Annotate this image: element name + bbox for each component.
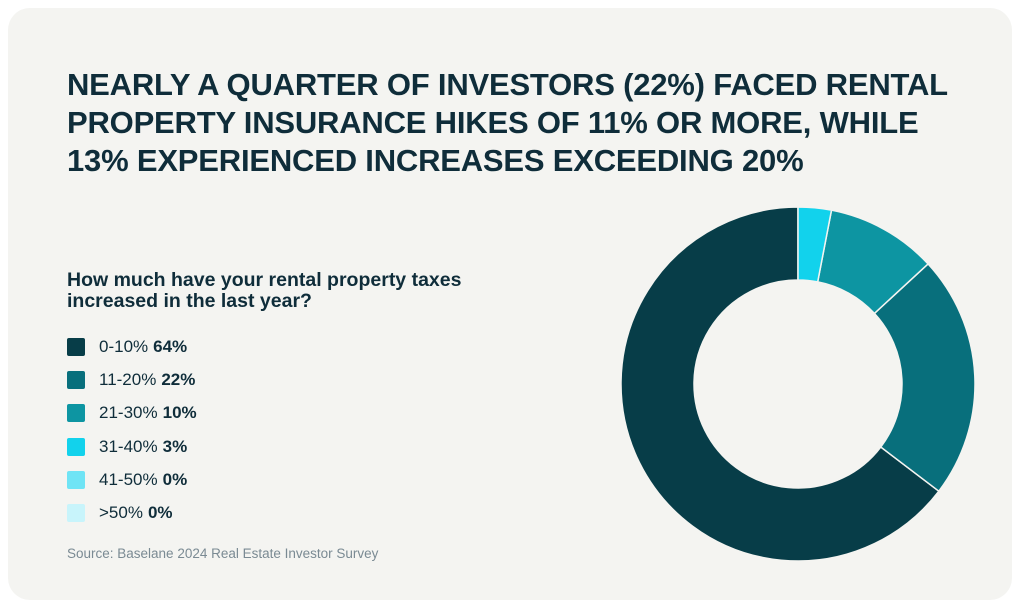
legend-value-0-10: 64% — [153, 337, 188, 356]
donut-slice-1 — [873, 262, 976, 493]
legend-label-over-50: >50% — [99, 502, 143, 522]
legend-swatch-21-30 — [67, 404, 85, 423]
legend-swatch-41-50 — [67, 470, 85, 489]
legend-item-0-10: 0-10% 64% — [67, 337, 197, 357]
survey-question: How much have your rental property taxes… — [67, 269, 462, 312]
legend-value-41-50: 0% — [162, 469, 188, 489]
legend-swatch-31-40 — [67, 437, 85, 456]
legend-swatch-11-20 — [67, 371, 85, 390]
donut-slice-3 — [797, 206, 833, 283]
legend-label-11-20: 11-20% — [99, 370, 157, 390]
legend-swatch-over-50 — [67, 503, 85, 522]
legend-item-41-50: 41-50% 0% — [67, 470, 197, 490]
legend-item-11-20: 11-20% 22% — [67, 370, 197, 390]
legend-item-31-40: 31-40% 3% — [67, 437, 197, 457]
donut-slice-0 — [620, 206, 940, 562]
chart-card: NEARLY A QUARTER OF INVESTORS (22%) FACE… — [8, 8, 1012, 600]
legend-item-over-50: >50% 0% — [67, 503, 197, 523]
legend-value-over-50: 0% — [147, 502, 173, 522]
chart-title: NEARLY A QUARTER OF INVESTORS (22%) FACE… — [67, 67, 948, 178]
legend-value-21-30: 10% — [162, 403, 197, 423]
legend: 0-10% 64% 11-20% 22% 21-30% 10% 31-40% 3… — [67, 337, 197, 536]
donut-chart — [620, 206, 976, 562]
legend-swatch-0-10 — [67, 338, 85, 356]
legend-value-11-20: 22% — [161, 370, 196, 390]
legend-label-41-50: 41-50% — [99, 469, 158, 489]
legend-value-31-40: 3% — [162, 436, 188, 456]
legend-label-0-10: 0-10% — [99, 337, 149, 356]
source-note: Source: Baselane 2024 Real Estate Invest… — [67, 546, 379, 561]
legend-item-21-30: 21-30% 10% — [67, 403, 197, 423]
legend-label-21-30: 21-30% — [99, 403, 158, 423]
legend-label-31-40: 31-40% — [99, 436, 158, 456]
